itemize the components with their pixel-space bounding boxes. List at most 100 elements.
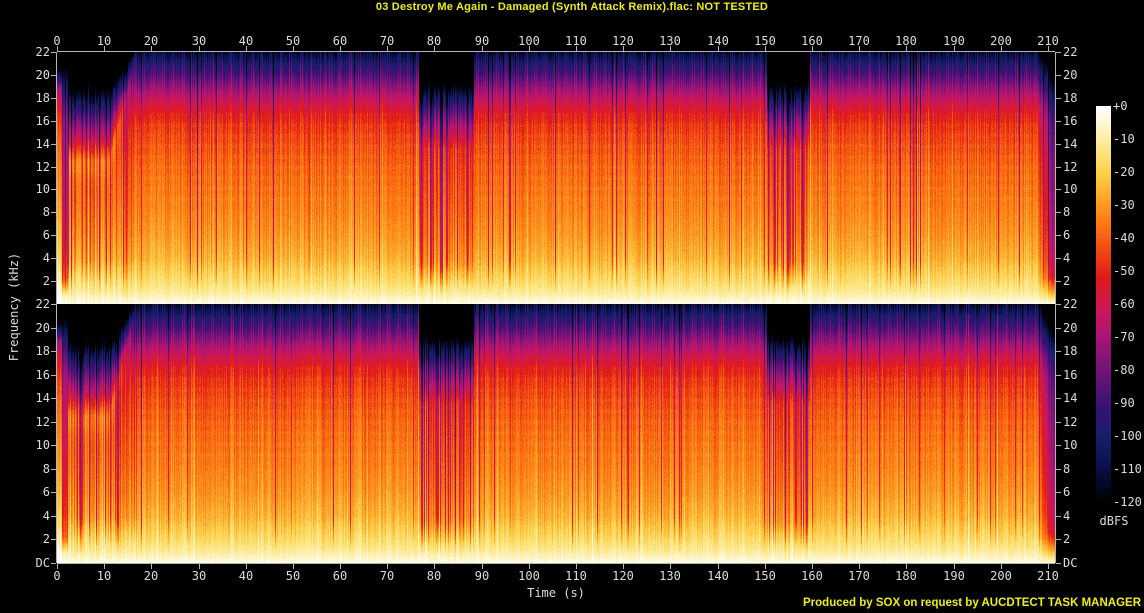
freq-tick xyxy=(1056,281,1061,282)
colorbar-tick-label: +0 xyxy=(1113,99,1128,113)
freq-tick-label: 2 xyxy=(1063,532,1071,546)
freq-tick-label: 20 xyxy=(35,68,50,82)
x-tick-label: 100 xyxy=(518,34,540,48)
freq-tick xyxy=(51,539,56,540)
freq-tick-label: 4 xyxy=(1063,251,1071,265)
x-tick xyxy=(906,46,907,51)
freq-tick xyxy=(1056,563,1061,564)
freq-tick xyxy=(51,144,56,145)
x-tick-label: 40 xyxy=(238,569,254,583)
colorbar-tick-label: -90 xyxy=(1113,396,1135,410)
x-tick-label: 60 xyxy=(332,569,348,583)
freq-tick-label: 4 xyxy=(42,251,50,265)
freq-tick-label: 22 xyxy=(1063,45,1078,59)
x-tick-label: 50 xyxy=(285,34,301,48)
freq-tick-label: 6 xyxy=(42,485,50,499)
freq-tick-label: 12 xyxy=(1063,415,1078,429)
freq-tick xyxy=(51,445,56,446)
freq-tick-label: 2 xyxy=(42,274,50,288)
freq-tick xyxy=(1056,304,1061,305)
x-tick xyxy=(859,564,860,569)
x-tick-label: 190 xyxy=(943,569,965,583)
freq-tick-label: 6 xyxy=(1063,485,1071,499)
freq-tick xyxy=(1056,422,1061,423)
plot-frame-left xyxy=(56,52,57,563)
x-tick-label: 160 xyxy=(801,34,823,48)
x-tick xyxy=(812,46,813,51)
x-tick-label: 20 xyxy=(143,569,159,583)
x-tick xyxy=(623,46,624,51)
freq-tick xyxy=(51,167,56,168)
x-tick-label: 80 xyxy=(426,569,442,583)
colorbar-tick-label: -70 xyxy=(1113,330,1135,344)
freq-tick-label: 20 xyxy=(1063,321,1078,335)
colorbar-tick-label: -80 xyxy=(1113,363,1135,377)
colorbar-tick-label: -10 xyxy=(1113,132,1135,146)
colorbar-tick-label: -110 xyxy=(1113,462,1142,476)
x-tick-label: 70 xyxy=(379,34,395,48)
freq-tick-label: 20 xyxy=(1063,68,1078,82)
freq-tick xyxy=(51,281,56,282)
x-tick-label: 10 xyxy=(96,34,112,48)
x-tick xyxy=(1001,46,1002,51)
x-tick-label: 70 xyxy=(379,569,395,583)
freq-tick-label: DC xyxy=(35,556,50,570)
x-tick-label: 50 xyxy=(285,569,301,583)
freq-tick-label: 16 xyxy=(35,114,50,128)
x-tick xyxy=(293,46,294,51)
freq-tick xyxy=(51,375,56,376)
x-tick-label: 130 xyxy=(659,569,681,583)
freq-tick xyxy=(1056,189,1061,190)
x-tick xyxy=(718,46,719,51)
freq-tick xyxy=(1056,121,1061,122)
x-tick xyxy=(1001,564,1002,569)
freq-tick xyxy=(1056,469,1061,470)
x-tick-label: 40 xyxy=(238,34,254,48)
freq-tick xyxy=(51,398,56,399)
x-tick xyxy=(670,564,671,569)
freq-tick-label: 22 xyxy=(1063,297,1078,311)
x-tick-label: 150 xyxy=(754,569,776,583)
x-tick xyxy=(576,46,577,51)
freq-tick xyxy=(1056,351,1061,352)
freq-tick xyxy=(51,328,56,329)
colorbar-tick-label: -20 xyxy=(1113,165,1135,179)
plot-frame-top xyxy=(57,51,1055,52)
x-tick xyxy=(57,46,58,51)
x-tick-label: 190 xyxy=(943,34,965,48)
freq-tick-label: 16 xyxy=(35,368,50,382)
freq-tick-label: 4 xyxy=(42,509,50,523)
freq-tick xyxy=(51,351,56,352)
x-tick-label: 30 xyxy=(191,569,207,583)
freq-tick-label: 12 xyxy=(35,160,50,174)
x-tick-label: 200 xyxy=(990,569,1012,583)
freq-tick-label: 12 xyxy=(35,415,50,429)
freq-tick xyxy=(51,75,56,76)
freq-tick-label: 10 xyxy=(35,182,50,196)
x-tick-label: 120 xyxy=(612,34,634,48)
x-tick-label: 140 xyxy=(707,569,729,583)
colorbar-unit-label: dBFS xyxy=(1099,514,1129,528)
x-tick xyxy=(670,46,671,51)
freq-tick xyxy=(51,469,56,470)
x-tick-label: 140 xyxy=(707,34,729,48)
x-tick xyxy=(482,46,483,51)
x-tick xyxy=(812,564,813,569)
x-tick-label: 0 xyxy=(53,34,61,48)
freq-tick xyxy=(51,422,56,423)
x-tick-label: 100 xyxy=(518,569,540,583)
x-tick xyxy=(246,46,247,51)
freq-tick xyxy=(1056,235,1061,236)
x-tick-label: 10 xyxy=(96,569,112,583)
page-title: 03 Destroy Me Again - Damaged (Synth Att… xyxy=(375,1,769,13)
x-tick-label: 60 xyxy=(332,34,348,48)
frequency-axis-label: Frequency (kHz) xyxy=(7,252,21,362)
colorbar-tick-label: -40 xyxy=(1113,231,1135,245)
x-tick xyxy=(151,46,152,51)
freq-tick-label: 14 xyxy=(35,391,50,405)
x-tick xyxy=(293,564,294,569)
x-tick-label: 170 xyxy=(848,569,870,583)
x-tick xyxy=(954,46,955,51)
freq-tick-label: 10 xyxy=(35,438,50,452)
freq-tick-label: 16 xyxy=(1063,368,1078,382)
